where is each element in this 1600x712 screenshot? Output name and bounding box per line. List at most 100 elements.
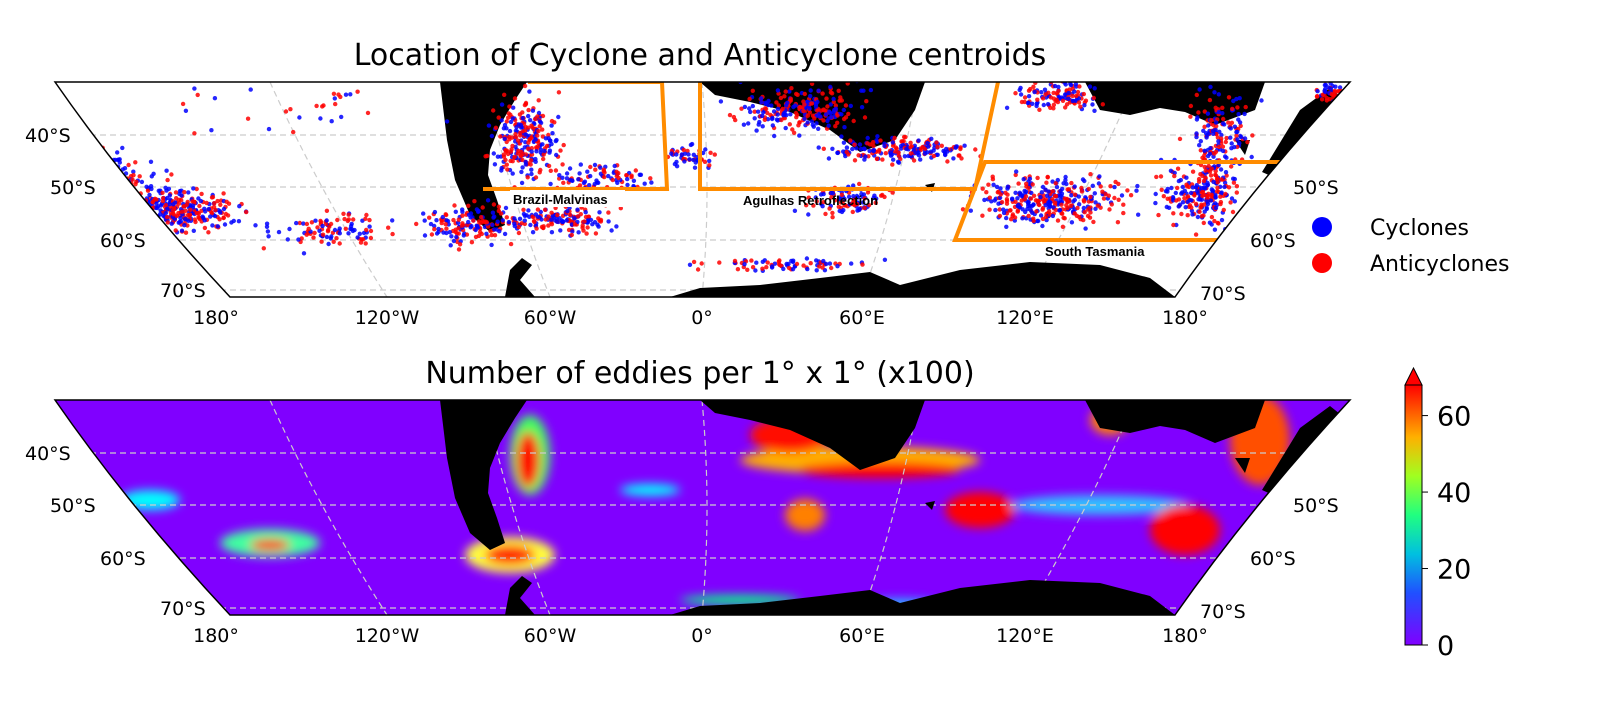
cyclone-point: [827, 109, 832, 114]
anticyclone-point: [1116, 197, 1121, 202]
cyclone-point: [953, 145, 958, 150]
cyclone-point: [871, 147, 876, 153]
anticyclone-point: [1332, 88, 1338, 94]
anticyclone-point: [695, 267, 701, 272]
anticyclone-point: [750, 88, 755, 94]
anticyclone-point: [112, 198, 118, 203]
cyclone-point: [813, 195, 818, 200]
latitude-label-left: 60°S: [100, 230, 146, 252]
anticyclone-point: [1003, 190, 1008, 195]
cyclone-point: [859, 191, 864, 197]
cyclone-point: [158, 222, 163, 227]
anticyclone-point: [823, 211, 828, 217]
cyclone-point: [1046, 201, 1051, 206]
cyclone-point: [859, 88, 864, 93]
cyclone-point: [508, 119, 514, 125]
cyclone-point: [1204, 135, 1209, 140]
cyclone-point: [855, 208, 860, 213]
bottom-panel-title: Number of eddies per 1° x 1° (x100): [425, 356, 974, 391]
anticyclone-point: [1175, 185, 1180, 191]
anticyclone-point: [131, 173, 136, 178]
anticyclone-point: [1171, 222, 1176, 228]
cyclone-point: [361, 230, 367, 236]
cyclone-point: [826, 123, 831, 128]
anticyclone-point: [544, 143, 550, 149]
cyclone-point: [1173, 190, 1179, 196]
cyclone-point: [926, 144, 931, 149]
anticyclone-point: [510, 143, 515, 149]
legend-marker-cyclones: [1312, 217, 1332, 237]
cyclone-point: [1229, 196, 1235, 201]
anticyclone-point: [876, 149, 882, 154]
cyclone-point: [495, 154, 501, 159]
anticyclone-point: [1202, 109, 1208, 114]
cyclone-point: [536, 110, 542, 116]
anticyclone-point: [616, 171, 621, 176]
anticyclone-point: [1061, 215, 1066, 220]
cyclone-point: [1220, 111, 1225, 116]
anticyclone-point: [837, 98, 842, 103]
anticyclone-point: [150, 199, 155, 205]
anticyclone-point: [821, 118, 826, 123]
anticyclone-point: [1069, 180, 1074, 186]
cyclone-point: [118, 183, 124, 189]
anticyclone-point: [835, 113, 840, 118]
anticyclone-point: [130, 177, 135, 182]
cyclone-point: [119, 203, 124, 208]
anticyclone-point: [180, 101, 186, 107]
density-hotspot: [785, 499, 825, 531]
anticyclone-point: [1037, 107, 1042, 113]
cyclone-point: [266, 234, 271, 239]
cyclone-point: [324, 218, 329, 223]
anticyclone-point: [192, 199, 197, 204]
anticyclone-point: [319, 239, 324, 244]
cyclone-point: [128, 207, 134, 212]
anticyclone-point: [1176, 197, 1182, 202]
cyclone-point: [775, 88, 781, 93]
anticyclone-point: [1091, 219, 1096, 225]
cyclone-point: [746, 121, 751, 126]
anticyclone-point: [122, 218, 127, 223]
cyclone-point: [637, 172, 642, 177]
cyclone-point: [1072, 184, 1077, 189]
cyclone-point: [526, 208, 531, 213]
cyclone-point: [1208, 84, 1213, 90]
anticyclone-point: [798, 104, 803, 110]
anticyclone-point: [546, 132, 551, 138]
cyclone-point: [137, 216, 143, 221]
cyclone-point: [1017, 205, 1023, 210]
anticyclone-point: [569, 232, 574, 238]
cyclone-point: [179, 228, 185, 233]
cyclone-point: [421, 211, 426, 216]
anticyclone-point: [987, 207, 992, 212]
cyclone-point: [1001, 207, 1006, 212]
anticyclone-point: [990, 177, 996, 182]
cyclone-point: [511, 105, 516, 110]
anticyclone-point: [320, 104, 325, 109]
anticyclone-point: [1028, 196, 1034, 201]
anticyclone-point: [862, 196, 867, 201]
anticyclone-point: [580, 223, 585, 228]
anticyclone-point: [821, 200, 826, 205]
anticyclone-point: [832, 198, 838, 203]
anticyclone-point: [749, 258, 754, 263]
anticyclone-point: [535, 133, 540, 138]
anticyclone-point: [1075, 205, 1080, 211]
cyclone-point: [390, 218, 395, 223]
cyclone-point: [931, 148, 936, 153]
anticyclone-point: [956, 153, 961, 158]
anticyclone-point: [633, 168, 638, 173]
anticyclone-point: [931, 153, 937, 159]
cyclone-point: [962, 143, 967, 148]
cyclone-point: [502, 231, 508, 237]
cyclone-point: [1044, 217, 1049, 223]
anticyclone-point: [132, 223, 138, 229]
anticyclone-point: [1098, 184, 1103, 189]
anticyclone-point: [829, 265, 834, 271]
anticyclone-point: [1209, 192, 1214, 197]
cyclone-point: [538, 209, 543, 215]
anticyclone-point: [864, 99, 869, 104]
anticyclone-point: [119, 175, 124, 181]
anticyclone-point: [521, 207, 526, 212]
cyclone-point: [499, 102, 505, 107]
